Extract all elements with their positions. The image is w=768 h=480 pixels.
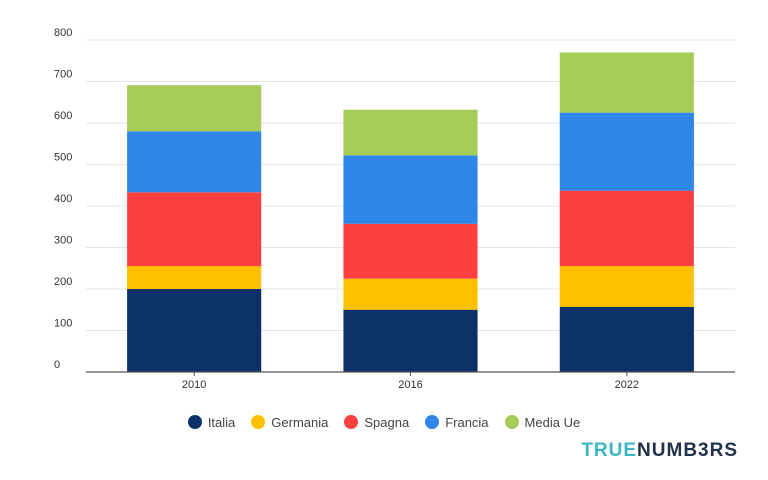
bar-media-ue-2010	[127, 85, 262, 132]
legend-label-italia: Italia	[207, 414, 236, 430]
y-tick-label-400: 400	[54, 193, 72, 205]
legend-swatch-germania	[251, 415, 266, 429]
bar-spagna-2016	[343, 223, 478, 279]
bar-media-ue-2016	[343, 109, 478, 156]
legend-item-italia: Italia	[187, 414, 236, 430]
legend-swatch-spagna	[344, 415, 359, 429]
legend-label-germania: Germania	[271, 414, 329, 430]
bar-francia-2010	[127, 131, 262, 193]
bar-italia-2010	[127, 289, 262, 372]
legend-item-media-ue: Media Ue	[504, 414, 581, 430]
bar-germania-2022	[559, 266, 694, 307]
legend-item-spagna: Spagna	[344, 415, 409, 430]
bar-germania-2010	[127, 266, 262, 289]
y-tick-label-300: 300	[54, 235, 72, 247]
legend-item-francia: Francia	[425, 414, 489, 430]
legend-swatch-italia	[187, 415, 202, 429]
y-tick-label-800: 800	[54, 27, 72, 39]
stacked-bar-chart: 0 100 200 300 400 500 600 700 800 2010 2016 2022	[54, 27, 735, 391]
legend-label-francia: Francia	[445, 414, 489, 430]
bar-spagna-2010	[127, 192, 262, 267]
x-tick-label-2016: 2016	[398, 379, 422, 391]
y-tick-label-700: 700	[54, 69, 72, 81]
y-tick-label-0: 0	[54, 359, 60, 371]
x-tick-label-2022: 2022	[615, 379, 639, 391]
bar-media-ue-2022	[559, 52, 694, 113]
legend: Italia Germania Spagna Francia Media Ue	[0, 411, 768, 433]
y-tick-label-200: 200	[54, 276, 72, 288]
bar-germania-2016	[343, 278, 478, 310]
y-tick-label-500: 500	[54, 152, 72, 164]
bar-italia-2022	[559, 306, 694, 372]
legend-swatch-francia	[425, 415, 440, 429]
axes: 0 100 200 300 400 500 600 700 800 2010 2016 2022	[54, 27, 735, 391]
legend-label-media-ue: Media Ue	[524, 414, 581, 430]
y-tick-label-100: 100	[54, 318, 72, 330]
legend-label-spagna: Spagna	[364, 414, 410, 430]
bar-francia-2016	[343, 155, 478, 224]
legend-swatch-media-ue	[504, 415, 519, 429]
bar-spagna-2022	[559, 190, 694, 267]
x-tick-label-2010: 2010	[182, 379, 206, 391]
brand-logo-part-2: NUMB3RS	[637, 440, 738, 461]
bar-francia-2022	[559, 112, 694, 191]
brand-logo-part-1: TRUE	[581, 440, 638, 461]
legend-item-germania: Germania	[251, 415, 328, 430]
brand-logo: TRUENUMB3RS	[581, 440, 738, 462]
bars	[127, 52, 694, 372]
bar-italia-2016	[343, 309, 478, 372]
y-tick-label-600: 600	[54, 110, 72, 122]
